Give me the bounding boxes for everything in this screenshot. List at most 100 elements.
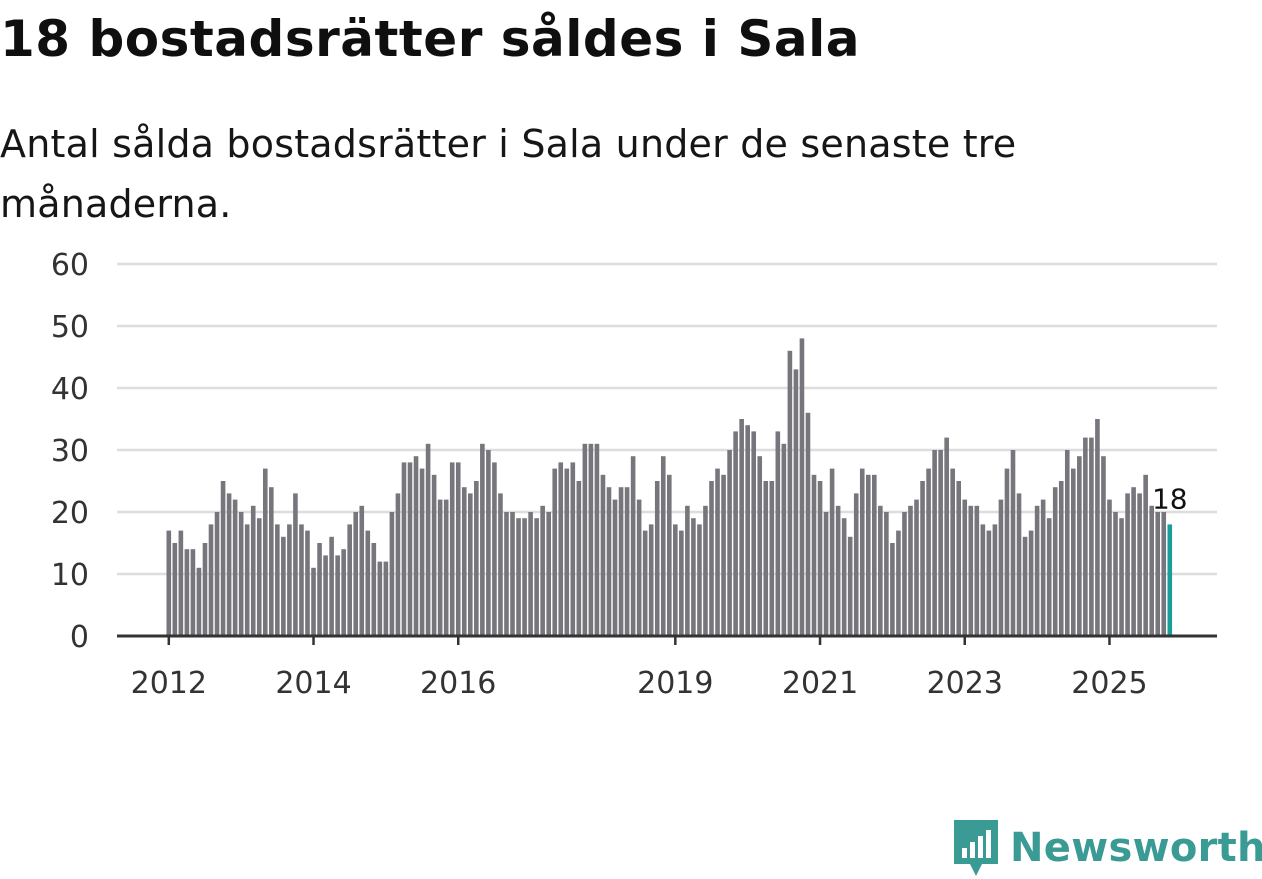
bar: [1089, 437, 1094, 636]
bar: [956, 481, 962, 636]
bar: [546, 512, 551, 636]
bar: [178, 530, 184, 636]
bar: [1119, 518, 1124, 636]
bar: [594, 443, 600, 636]
bar: [407, 462, 413, 636]
bar: [1149, 505, 1154, 636]
bar: [256, 518, 262, 636]
bar: [1071, 468, 1076, 636]
bar: [986, 530, 992, 636]
bar: [847, 536, 853, 636]
x-tick-label-2019: 2019: [637, 666, 713, 701]
bar: [715, 468, 720, 636]
bar: [498, 493, 503, 636]
bar: [1107, 499, 1112, 636]
bar: [1040, 499, 1046, 636]
bar: [196, 567, 202, 636]
bar: [377, 561, 383, 636]
bar: [721, 474, 726, 636]
bar: [950, 468, 955, 636]
bar: [1034, 505, 1040, 636]
bar: [1113, 512, 1118, 636]
bar: [238, 512, 244, 636]
bar: [745, 425, 750, 636]
bar: [588, 443, 594, 636]
bar: [618, 487, 624, 636]
y-tick-label-40: 40: [51, 372, 89, 407]
bar: [552, 468, 558, 636]
bar: [365, 530, 371, 636]
bar: [896, 530, 901, 636]
bar: [558, 462, 564, 636]
bar: [974, 505, 980, 636]
bar: [1016, 493, 1022, 636]
bar: [474, 481, 479, 636]
bar: [516, 518, 521, 636]
bar: [492, 462, 497, 636]
bar: [817, 481, 823, 636]
bar: [534, 518, 539, 636]
bar: [419, 468, 425, 636]
bar: [697, 524, 702, 636]
bar-chart-logo-icon: [954, 820, 998, 876]
bar: [787, 350, 793, 636]
bar: [703, 505, 708, 636]
bar: [926, 468, 931, 636]
bar: [980, 524, 986, 636]
chart-subtitle: Antal sålda bostadsrätter i Sala under d…: [0, 122, 1017, 226]
bar: [1052, 487, 1058, 636]
bar: [606, 487, 612, 636]
bar: [908, 505, 913, 636]
bar: [859, 468, 865, 636]
bar: [998, 499, 1004, 636]
bar: [872, 474, 877, 636]
bar: [329, 536, 334, 636]
bar: [992, 524, 998, 636]
bar: [323, 555, 328, 636]
bar: [853, 493, 859, 636]
bar: [630, 456, 636, 636]
bar: [679, 530, 684, 636]
bar-highlight: [1167, 524, 1173, 636]
bar: [347, 524, 352, 636]
bar: [691, 518, 696, 636]
bar: [902, 512, 907, 636]
bar: [1077, 456, 1082, 636]
bar: [311, 567, 316, 636]
bar: [841, 518, 847, 636]
bar: [353, 512, 359, 636]
bar: [733, 431, 738, 636]
bar: [570, 462, 576, 636]
bar: [208, 524, 214, 636]
bar: [648, 524, 654, 636]
bar: [299, 524, 304, 636]
y-tick-label-50: 50: [51, 310, 89, 345]
bar: [968, 505, 974, 636]
x-tick-label-2014: 2014: [275, 666, 351, 701]
bar: [528, 512, 533, 636]
bar: [823, 512, 829, 636]
bar: [564, 468, 570, 636]
bar: [1143, 474, 1148, 636]
bar: [884, 512, 889, 636]
x-tick-label-2023: 2023: [927, 666, 1003, 701]
bar: [202, 543, 208, 636]
bar: [449, 462, 455, 636]
bar: [624, 487, 630, 636]
bar: [1028, 530, 1034, 636]
bar: [642, 530, 648, 636]
y-tick-label-30: 30: [51, 434, 89, 469]
bar: [709, 481, 714, 636]
bar: [504, 512, 509, 636]
bar: [389, 512, 395, 636]
brand-logo: Newsworthy: [950, 818, 1262, 878]
bar: [673, 524, 678, 636]
bar: [317, 543, 322, 636]
page-title: 18 bostadsrätter såldes i Sala: [0, 10, 860, 68]
bar: [480, 443, 485, 636]
bar: [1095, 419, 1100, 636]
bar: [612, 499, 618, 636]
brand-name: Newsworthy: [1010, 825, 1262, 871]
bar: [250, 505, 256, 636]
bar: [576, 481, 582, 636]
